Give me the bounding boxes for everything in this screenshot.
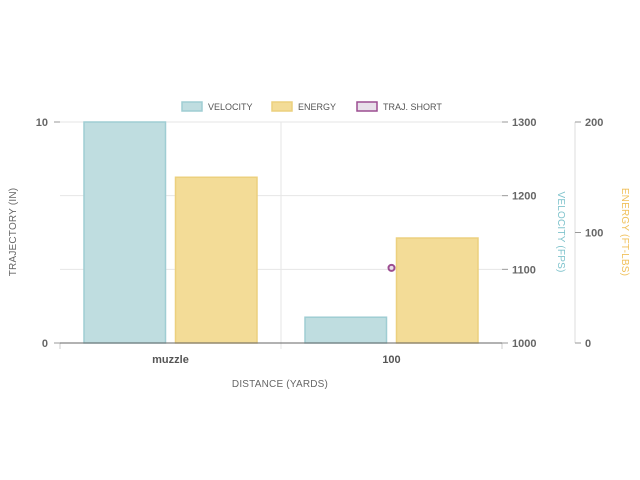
legend-label-energy: ENERGY (298, 102, 336, 112)
bar-energy-100 (395, 237, 479, 344)
category-label-100: 100 (382, 354, 400, 366)
velocity-tick-label-0: 1000 (512, 338, 536, 350)
bar-velocity-100 (304, 316, 388, 344)
trajectory-tick-label-0: 0 (42, 338, 48, 350)
legend-swatch-energy (271, 101, 293, 112)
energy-tick-label-1: 100 (585, 228, 603, 240)
bars (83, 121, 479, 344)
bar-velocity-muzzle (83, 121, 167, 344)
legend-label-velocity: VELOCITY (208, 102, 253, 112)
trajectory-tick-label-1: 10 (36, 117, 48, 129)
velocity-axis-title: VELOCITY (FPS) (555, 192, 566, 273)
legend-swatch-traj-short (356, 101, 378, 112)
velocity-tick-label-2: 1200 (512, 191, 536, 203)
bar-energy-muzzle (174, 176, 258, 344)
energy-tick-label-2: 200 (585, 117, 603, 129)
points (387, 263, 396, 272)
axes: 0 10 1000 1100 1200 1300 0 100 200 muzzle 100 (36, 117, 604, 366)
velocity-tick-label-1: 1100 (512, 264, 536, 276)
x-axis-title: DISTANCE (YARDS) (232, 379, 328, 390)
legend: VELOCITY ENERGY TRAJ. SHORT (181, 101, 442, 112)
point-traj-short-100 (387, 263, 396, 272)
legend-label-traj-short: TRAJ. SHORT (383, 102, 442, 112)
energy-tick-label-0: 0 (585, 338, 591, 350)
legend-swatch-velocity (181, 101, 203, 112)
energy-axis-title: ENERGY (FT-LBS) (619, 188, 630, 276)
trajectory-axis-title: TRAJECTORY (IN) (8, 188, 19, 277)
velocity-tick-label-3: 1300 (512, 117, 536, 129)
category-label-muzzle: muzzle (152, 354, 189, 366)
